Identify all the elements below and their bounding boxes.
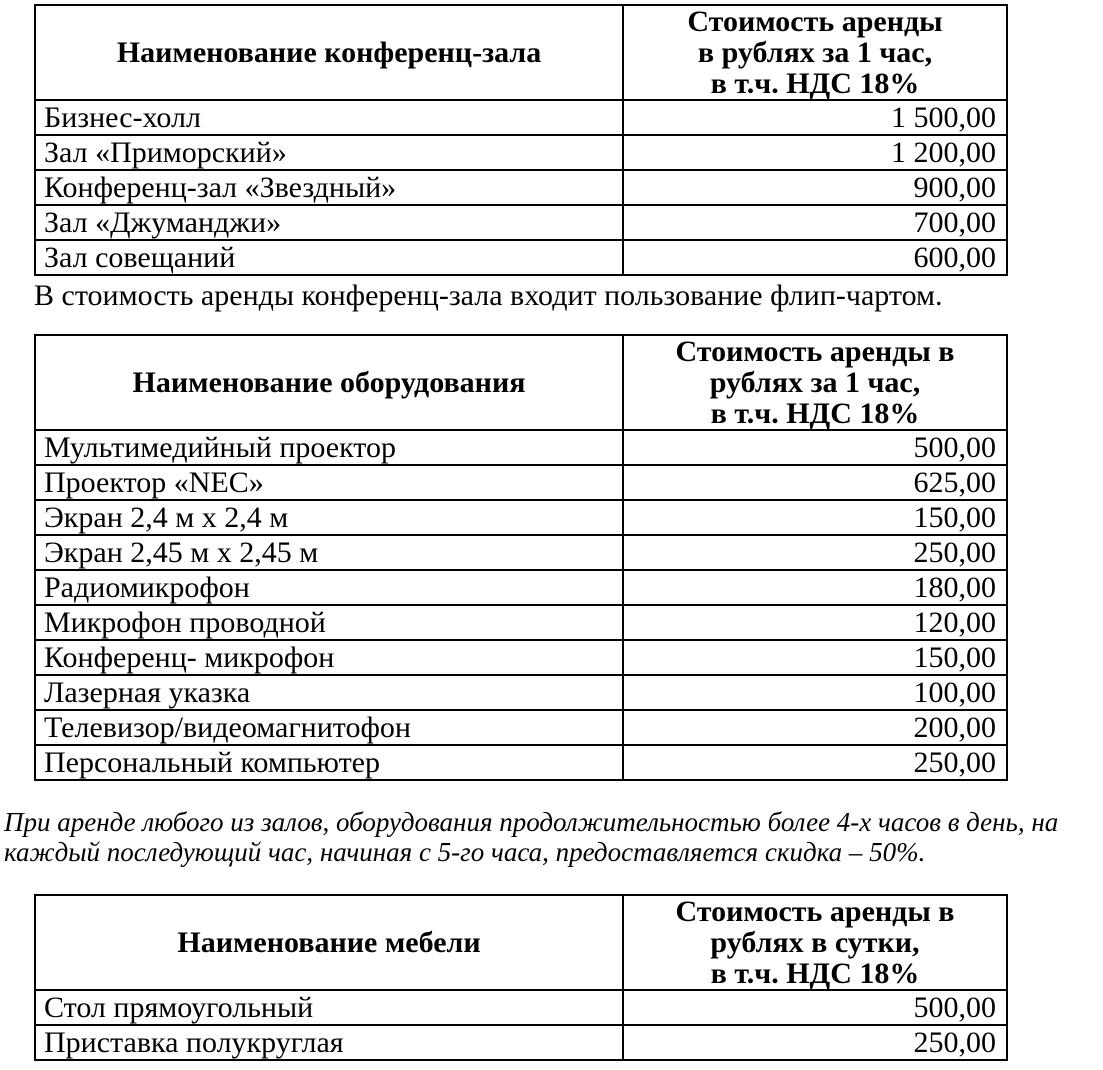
price-header-line: в рублях за 1 час, [697, 36, 933, 69]
table-row: Лазерная указка 100,00 [34, 674, 1008, 711]
discount-note-line: При аренде любого из залов, оборудования… [4, 807, 1059, 837]
item-name-cell: Микрофон проводной [34, 604, 624, 641]
item-price-cell: 700,00 [622, 204, 1008, 241]
item-price-cell: 120,00 [622, 604, 1008, 641]
discount-note-line: каждый последующий час, начиная с 5-го ч… [4, 837, 926, 867]
name-column-header: Наименование конференц-зала [34, 4, 624, 101]
conference-halls-table: Наименование конференц-зала Стоимость ар… [34, 4, 1008, 276]
header-row: Наименование оборудования Стоимость арен… [34, 334, 1008, 431]
name-column-header: Наименование оборудования [34, 334, 624, 431]
discount-note: При аренде любого из залов, оборудования… [4, 807, 1079, 867]
table-row: Зал «Джуманджи» 700,00 [34, 204, 1008, 241]
table-row: Бизнес-холл 1 500,00 [34, 99, 1008, 136]
table-row: Телевизор/видеомагнитофон 200,00 [34, 709, 1008, 746]
item-name-cell: Проектор «NEC» [34, 464, 624, 501]
table-row: Проектор «NEC» 625,00 [34, 464, 1008, 501]
item-name-cell: Стол прямоугольный [34, 989, 624, 1026]
item-name-cell: Зал «Приморский» [34, 134, 624, 171]
item-name-cell: Конференц- микрофон [34, 639, 624, 676]
table-row: Персональный компьютер 250,00 [34, 744, 1008, 781]
price-column-header: Стоимость аренды в рублях за 1 час, в т.… [622, 334, 1008, 431]
item-name-cell: Экран 2,45 м х 2,45 м [34, 534, 624, 571]
table-row: Конференц-зал «Звездный» 900,00 [34, 169, 1008, 206]
item-price-cell: 500,00 [622, 429, 1008, 466]
item-price-cell: 500,00 [622, 989, 1008, 1026]
item-price-cell: 600,00 [622, 239, 1008, 276]
item-name-cell: Радиомикрофон [34, 569, 624, 606]
item-price-cell: 150,00 [622, 499, 1008, 536]
table-row: Радиомикрофон 180,00 [34, 569, 1008, 606]
item-name-cell: Мультимедийный проектор [34, 429, 624, 466]
item-name-cell: Экран 2,4 м х 2,4 м [34, 499, 624, 536]
price-column-header: Стоимость аренды в рублях в сутки, в т.ч… [622, 894, 1008, 991]
item-name-cell: Бизнес-холл [34, 99, 624, 136]
item-name-cell: Персональный компьютер [34, 744, 624, 781]
equipment-table: Наименование оборудования Стоимость арен… [34, 334, 1008, 781]
price-header-line: Стоимость аренды [687, 5, 943, 38]
table-row: Зал совещаний 600,00 [34, 239, 1008, 276]
item-price-cell: 100,00 [622, 674, 1008, 711]
item-name-cell: Лазерная указка [34, 674, 624, 711]
name-column-header: Наименование мебели [34, 894, 624, 991]
item-price-cell: 625,00 [622, 464, 1008, 501]
price-header-line: в т.ч. НДС 18% [710, 957, 920, 990]
item-name-cell: Зал «Джуманджи» [34, 204, 624, 241]
item-price-cell: 200,00 [622, 709, 1008, 746]
item-price-cell: 900,00 [622, 169, 1008, 206]
price-header-line: в т.ч. НДС 18% [710, 67, 920, 100]
item-name-cell: Зал совещаний [34, 239, 624, 276]
header-row: Наименование конференц-зала Стоимость ар… [34, 4, 1008, 101]
price-header-line: Стоимость аренды в [675, 895, 955, 928]
table-row: Микрофон проводной 120,00 [34, 604, 1008, 641]
item-name-cell: Телевизор/видеомагнитофон [34, 709, 624, 746]
item-price-cell: 150,00 [622, 639, 1008, 676]
table-row: Зал «Приморский» 1 200,00 [34, 134, 1008, 171]
flipchart-note: В стоимость аренды конференц-зала входит… [34, 279, 943, 312]
table-row: Экран 2,45 м х 2,45 м 250,00 [34, 534, 1008, 571]
header-row: Наименование мебели Стоимость аренды в р… [34, 894, 1008, 991]
item-price-cell: 1 200,00 [622, 134, 1008, 171]
furniture-table: Наименование мебели Стоимость аренды в р… [34, 894, 1008, 1061]
item-price-cell: 250,00 [622, 1024, 1008, 1061]
item-price-cell: 250,00 [622, 534, 1008, 571]
item-price-cell: 1 500,00 [622, 99, 1008, 136]
table-row: Экран 2,4 м х 2,4 м 150,00 [34, 499, 1008, 536]
price-header-line: рублях за 1 час, [709, 366, 921, 399]
price-header-line: Стоимость аренды в [675, 335, 955, 368]
price-header-line: рублях в сутки, [710, 926, 920, 959]
item-price-cell: 250,00 [622, 744, 1008, 781]
table-row: Приставка полукруглая 250,00 [34, 1024, 1008, 1061]
price-column-header: Стоимость аренды в рублях за 1 час, в т.… [622, 4, 1008, 101]
price-header-line: в т.ч. НДС 18% [710, 397, 920, 430]
table-row: Стол прямоугольный 500,00 [34, 989, 1008, 1026]
table-row: Конференц- микрофон 150,00 [34, 639, 1008, 676]
item-name-cell: Конференц-зал «Звездный» [34, 169, 624, 206]
item-name-cell: Приставка полукруглая [34, 1024, 624, 1061]
item-price-cell: 180,00 [622, 569, 1008, 606]
table-row: Мультимедийный проектор 500,00 [34, 429, 1008, 466]
